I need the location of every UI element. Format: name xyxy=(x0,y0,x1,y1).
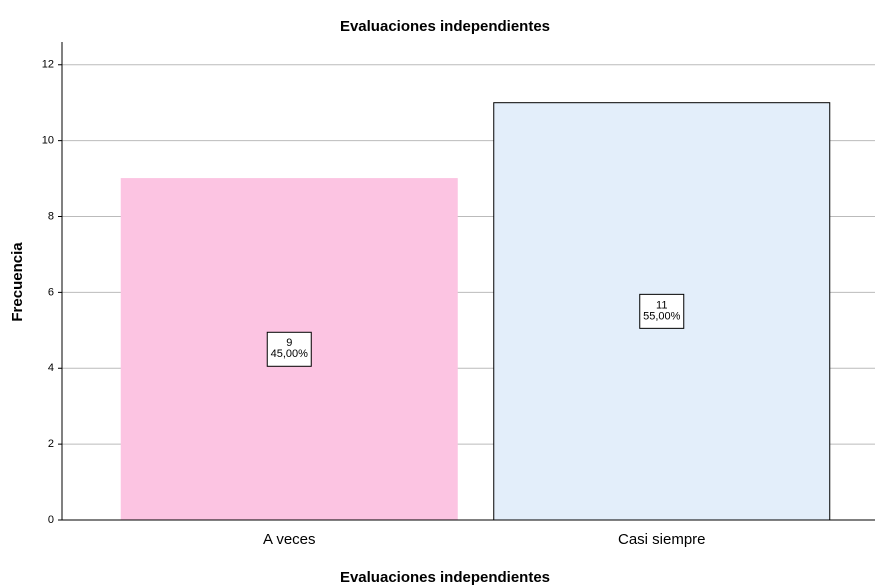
y-tick-label: 4 xyxy=(48,362,54,374)
x-tick-label: Casi siempre xyxy=(618,531,706,548)
data-label-percent: 45,00% xyxy=(271,348,309,360)
y-tick-label: 10 xyxy=(42,135,54,147)
data-label-percent: 55,00% xyxy=(643,310,681,322)
y-tick-label: 8 xyxy=(48,210,54,222)
y-axis-label: Frecuencia xyxy=(9,242,26,322)
data-label: 9 xyxy=(286,337,292,349)
y-tick-label: 12 xyxy=(42,59,54,71)
x-axis-label: Evaluaciones independientes xyxy=(340,569,550,586)
data-label-box xyxy=(266,331,312,367)
y-tick-label: 2 xyxy=(48,438,54,450)
data-label: 11 xyxy=(656,299,667,311)
x-tick-label: A veces xyxy=(263,531,316,548)
y-tick-label: 0 xyxy=(48,514,54,526)
chart-title: Evaluaciones independientes xyxy=(340,18,550,35)
y-tick-label: 6 xyxy=(48,286,54,298)
data-label-box xyxy=(639,293,685,329)
